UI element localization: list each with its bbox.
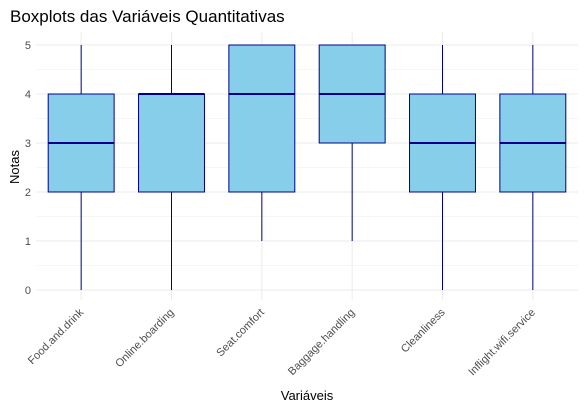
x-tick-label: Food.and.drink [26,306,87,367]
y-tick-label: 2 [25,187,31,199]
y-axis-title: Notas [7,150,22,184]
x-axis-title: Variáveis [281,388,334,403]
y-tick-label: 3 [25,138,31,150]
y-tick-label: 1 [25,236,31,248]
x-tick-label: Seat.comfort [214,307,267,360]
y-axis-ticks: 0 1 2 3 4 5 [25,40,31,297]
box-4 [318,44,386,241]
grid [36,32,578,300]
y-tick-label: 0 [25,285,31,297]
x-tick-label: Online.boarding [113,307,176,370]
boxes [47,44,567,290]
box-1 [47,45,115,290]
box-2 [138,45,205,290]
iqr-box [138,93,205,193]
iqr-box [228,44,296,193]
y-tick-label: 5 [25,40,31,52]
y-tick-label: 4 [25,89,31,101]
x-tick-label: Baggage.handling [286,307,357,378]
chart-title: Boxplots das Variáveis Quantitativas [10,7,285,26]
x-axis-ticks: Food.and.drink Online.boarding Seat.comfor… [26,306,538,378]
x-tick-label: Inflight.wifi.service [466,307,538,379]
box-6 [499,45,567,290]
x-tick-label: Cleanliness [399,306,448,355]
box-3 [228,44,296,241]
box-5 [409,45,476,290]
